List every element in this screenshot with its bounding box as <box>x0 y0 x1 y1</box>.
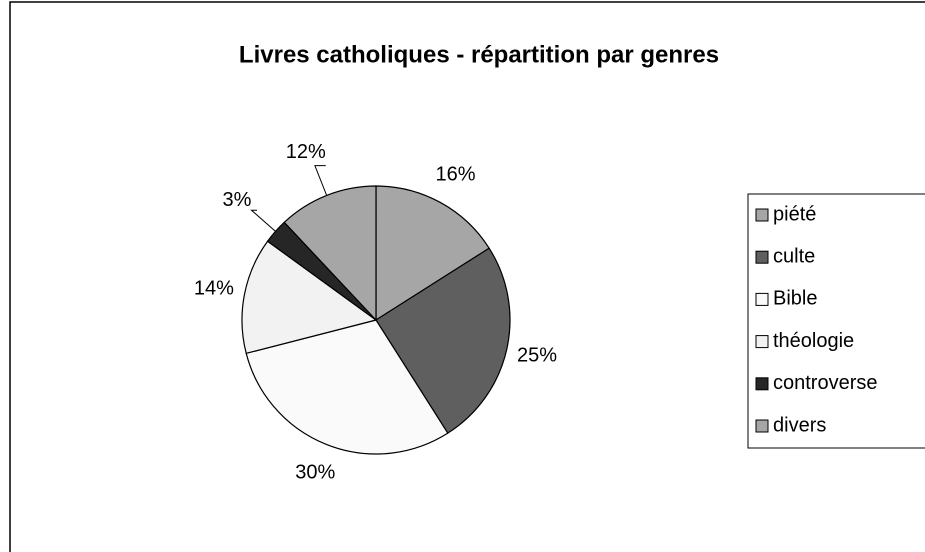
leader-line <box>250 209 276 232</box>
legend-label: controverse <box>773 372 878 394</box>
legend-swatch <box>755 377 769 391</box>
pie-slice <box>283 185 377 322</box>
pie-slice <box>241 240 378 355</box>
legend-box <box>747 193 925 449</box>
data-label: 16% <box>435 164 475 186</box>
pie-slice <box>245 319 449 455</box>
data-label: 12% <box>286 141 326 163</box>
data-label: 14% <box>194 277 234 299</box>
legend-label: culte <box>773 245 815 267</box>
legend-swatch <box>755 335 769 349</box>
legend-label: Bible <box>773 288 817 310</box>
legend-label: théologie <box>773 330 854 352</box>
chart-title: Livres catholiques - répartition par gen… <box>239 41 719 68</box>
legend-label: divers <box>773 414 826 436</box>
legend-label: piété <box>773 203 816 225</box>
data-label: 3% <box>223 189 252 211</box>
leader-line <box>314 165 328 196</box>
pie-slice <box>375 185 490 322</box>
data-label: 25% <box>517 344 557 366</box>
legend-swatch <box>755 292 769 306</box>
data-label: 30% <box>295 462 335 484</box>
legend-swatch <box>755 250 769 264</box>
legend-swatch <box>755 419 769 433</box>
legend-swatch <box>755 208 769 222</box>
pie-slice <box>375 247 511 434</box>
